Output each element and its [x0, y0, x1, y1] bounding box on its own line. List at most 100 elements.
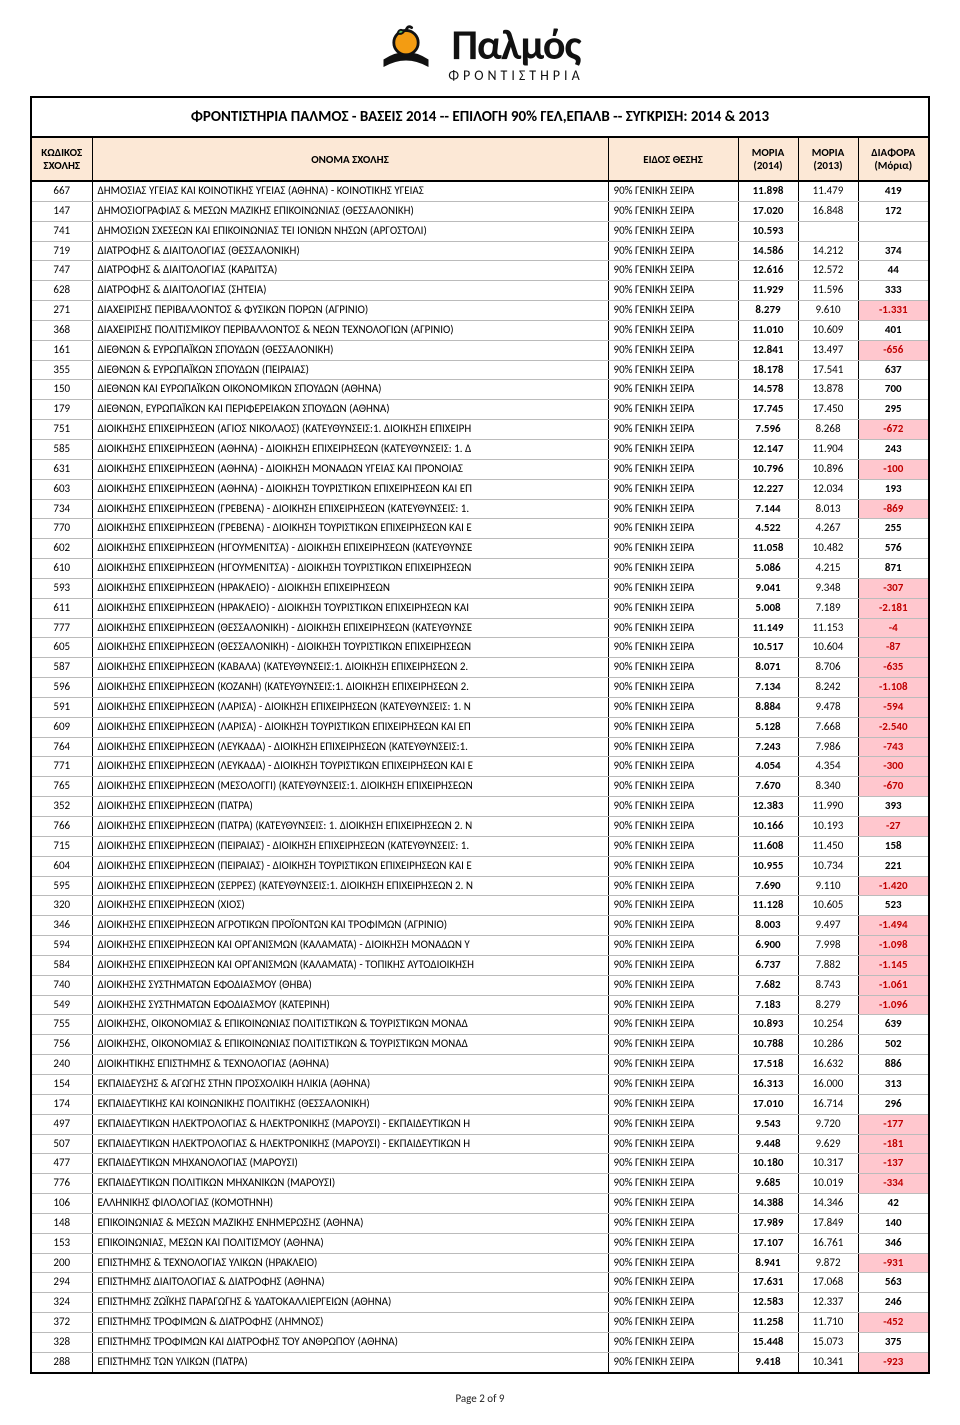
cell-name: ΕΚΠΑΙΔΕΥΤΙΚΩΝ ΠΟΛΙΤΙΚΩΝ ΜΗΧΑΝΙΚΩΝ (ΜΑΡΟΥ…	[92, 1174, 608, 1194]
table-row: 477ΕΚΠΑΙΔΕΥΤΙΚΩΝ ΜΗΧΑΝΟΛΟΓΙΑΣ (ΜΑΡΟΥΣΙ)9…	[32, 1154, 928, 1174]
cell-name: ΕΠΙΣΤΗΜΗΣ ΖΩΪΚΗΣ ΠΑΡΑΓΩΓΗΣ & ΥΔΑΤΟΚΑΛΛΙΕ…	[92, 1293, 608, 1313]
cell-name: ΔΙΕΘΝΩΝ & ΕΥΡΩΠΑΪΚΩΝ ΣΠΟΥΔΩΝ (ΘΕΣΣΑΛΟΝΙΚ…	[92, 340, 608, 360]
cell-type: 90% ΓΕΝΙΚΗ ΣΕΙΡΑ	[608, 181, 738, 201]
cell-code: 603	[32, 479, 92, 499]
cell-code: 507	[32, 1134, 92, 1154]
cell-moria14: 11.898	[738, 181, 798, 201]
cell-code: 497	[32, 1114, 92, 1134]
cell-name: ΔΙΕΘΝΩΝ ΚΑΙ ΕΥΡΩΠΑΪΚΩΝ ΟΙΚΟΝΟΜΙΚΩΝ ΣΠΟΥΔ…	[92, 380, 608, 400]
cell-moria13: 8.743	[798, 975, 858, 995]
cell-moria14: 14.586	[738, 241, 798, 261]
cell-moria13: 9.478	[798, 697, 858, 717]
cell-name: ΕΚΠΑΙΔΕΥΤΙΚΗΣ ΚΑΙ ΚΟΙΝΩΝΙΚΗΣ ΠΟΛΙΤΙΚΗΣ (…	[92, 1094, 608, 1114]
cell-moria14: 8.003	[738, 916, 798, 936]
table-row: 605ΔΙΟΙΚΗΣΗΣ ΕΠΙΧΕΙΡΗΣΕΩΝ (ΘΕΣΣΑΛΟΝΙΚΗ) …	[32, 638, 928, 658]
cell-code: 604	[32, 856, 92, 876]
cell-diff: 576	[858, 539, 928, 559]
table-row: 154ΕΚΠΑΙΔΕΥΣΗΣ & ΑΓΩΓΗΣ ΣΤΗΝ ΠΡΟΣΧΟΛΙΚΗ …	[32, 1074, 928, 1094]
cell-diff: -1.061	[858, 975, 928, 995]
table-row: 765ΔΙΟΙΚΗΣΗΣ ΕΠΙΧΕΙΡΗΣΕΩΝ (ΜΕΣΟΛΟΓΓΙ) (Κ…	[32, 777, 928, 797]
cell-diff: 393	[858, 797, 928, 817]
cell-moria14: 17.107	[738, 1233, 798, 1253]
cell-diff	[858, 221, 928, 241]
cell-type: 90% ΓΕΝΙΚΗ ΣΕΙΡΑ	[608, 598, 738, 618]
cell-moria14: 9.685	[738, 1174, 798, 1194]
cell-moria14: 11.149	[738, 618, 798, 638]
cell-moria14: 17.631	[738, 1273, 798, 1293]
cell-code: 667	[32, 181, 92, 201]
table-body: 667ΔΗΜΟΣΙΑΣ ΥΓΕΙΑΣ ΚΑΙ ΚΟΙΝΟΤΙΚΗΣ ΥΓΕΙΑΣ…	[32, 181, 928, 1372]
cell-type: 90% ΓΕΝΙΚΗ ΣΕΙΡΑ	[608, 1293, 738, 1313]
cell-diff: 639	[858, 1015, 928, 1035]
cell-diff: -1.098	[858, 936, 928, 956]
cell-type: 90% ΓΕΝΙΚΗ ΣΕΙΡΑ	[608, 479, 738, 499]
cell-code: 628	[32, 281, 92, 301]
cell-code: 294	[32, 1273, 92, 1293]
table-row: 200ΕΠΙΣΤΗΜΗΣ & ΤΕΧΝΟΛΟΓΙΑΣ ΥΛΙΚΩΝ (ΗΡΑΚΛ…	[32, 1253, 928, 1273]
table-row: 585ΔΙΟΙΚΗΣΗΣ ΕΠΙΧΕΙΡΗΣΕΩΝ (ΑΘΗΝΑ) - ΔΙΟΙ…	[32, 439, 928, 459]
cell-diff: -4	[858, 618, 928, 638]
cell-code: 740	[32, 975, 92, 995]
cell-moria14: 10.180	[738, 1154, 798, 1174]
cell-diff: -670	[858, 777, 928, 797]
cell-diff: 158	[858, 836, 928, 856]
cell-type: 90% ΓΕΝΙΚΗ ΣΕΙΡΑ	[608, 559, 738, 579]
brand-subtitle: ΦΡΟΝΤΙΣΤΗΡΙΑ	[448, 67, 583, 84]
col-diff: ΔΙΑΦΟΡΑ (Μόρια)	[858, 138, 928, 181]
cell-name: ΔΙΟΙΚΗΣΗΣ ΕΠΙΧΕΙΡΗΣΕΩΝ (ΚΑΒΑΛΑ) (ΚΑΤΕΥΘΥ…	[92, 658, 608, 678]
cell-name: ΔΙΟΙΚΗΣΗΣ ΕΠΙΧΕΙΡΗΣΕΩΝ (ΠΕΙΡΑΙΑΣ) - ΔΙΟΙ…	[92, 836, 608, 856]
cell-diff: -1.331	[858, 301, 928, 321]
cell-diff: 193	[858, 479, 928, 499]
table-row: 609ΔΙΟΙΚΗΣΗΣ ΕΠΙΧΕΙΡΗΣΕΩΝ (ΛΑΡΙΣΑ) - ΔΙΟ…	[32, 717, 928, 737]
cell-moria14: 7.134	[738, 678, 798, 698]
cell-code: 591	[32, 697, 92, 717]
cell-type: 90% ΓΕΝΙΚΗ ΣΕΙΡΑ	[608, 1094, 738, 1114]
cell-type: 90% ΓΕΝΙΚΗ ΣΕΙΡΑ	[608, 817, 738, 837]
cell-code: 154	[32, 1074, 92, 1094]
cell-type: 90% ΓΕΝΙΚΗ ΣΕΙΡΑ	[608, 737, 738, 757]
logo-area: Παλμός ΦΡΟΝΤΙΣΤΗΡΙΑ	[30, 20, 930, 86]
cell-code: 153	[32, 1233, 92, 1253]
cell-moria13: 16.848	[798, 201, 858, 221]
cell-moria14: 8.279	[738, 301, 798, 321]
cell-type: 90% ΓΕΝΙΚΗ ΣΕΙΡΑ	[608, 420, 738, 440]
cell-moria13: 11.479	[798, 181, 858, 201]
cell-moria13: 7.998	[798, 936, 858, 956]
cell-diff: -452	[858, 1313, 928, 1333]
cell-moria14: 12.583	[738, 1293, 798, 1313]
cell-name: ΔΙΑΤΡΟΦΗΣ & ΔΙΑΙΤΟΛΟΓΙΑΣ (ΣΗΤΕΙΑ)	[92, 281, 608, 301]
cell-moria13: 4.267	[798, 519, 858, 539]
cell-moria14: 9.041	[738, 578, 798, 598]
cell-code: 596	[32, 678, 92, 698]
cell-type: 90% ΓΕΝΙΚΗ ΣΕΙΡΑ	[608, 281, 738, 301]
table-row: 603ΔΙΟΙΚΗΣΗΣ ΕΠΙΧΕΙΡΗΣΕΩΝ (ΑΘΗΝΑ) - ΔΙΟΙ…	[32, 479, 928, 499]
cell-code: 584	[32, 955, 92, 975]
table-row: 755ΔΙΟΙΚΗΣΗΣ, ΟΙΚΟΝΟΜΙΑΣ & ΕΠΙΚΟΙΝΩΝΙΑΣ …	[32, 1015, 928, 1035]
table-row: 106ΕΛΛΗΝΙΚΗΣ ΦΙΛΟΛΟΓΙΑΣ (ΚΟΜΟΤΗΝΗ)90% ΓΕ…	[32, 1194, 928, 1214]
table-row: 174ΕΚΠΑΙΔΕΥΤΙΚΗΣ ΚΑΙ ΚΟΙΝΩΝΙΚΗΣ ΠΟΛΙΤΙΚΗ…	[32, 1094, 928, 1114]
cell-name: ΔΙΟΙΚΗΣΗΣ ΕΠΙΧΕΙΡΗΣΕΩΝ (ΜΕΣΟΛΟΓΓΙ) (ΚΑΤΕ…	[92, 777, 608, 797]
table-row: 741ΔΗΜΟΣΙΩΝ ΣΧΕΣΕΩΝ ΚΑΙ ΕΠΙΚΟΙΝΩΝΙΑΣ ΤΕΙ…	[32, 221, 928, 241]
cell-moria13: 4.354	[798, 757, 858, 777]
cell-diff: 221	[858, 856, 928, 876]
cell-name: ΔΙΟΙΚΗΣΗΣ ΕΠΙΧΕΙΡΗΣΕΩΝ (ΘΕΣΣΑΛΟΝΙΚΗ) - Δ…	[92, 638, 608, 658]
cell-type: 90% ΓΕΝΙΚΗ ΣΕΙΡΑ	[608, 1273, 738, 1293]
cell-diff: -177	[858, 1114, 928, 1134]
logo-icon	[376, 22, 436, 82]
cell-diff: 44	[858, 261, 928, 281]
table-row: 153ΕΠΙΚΟΙΝΩΝΙΑΣ, ΜΕΣΩΝ ΚΑΙ ΠΟΛΙΤΙΣΜΟΥ (Α…	[32, 1233, 928, 1253]
cell-type: 90% ΓΕΝΙΚΗ ΣΕΙΡΑ	[608, 955, 738, 975]
table-row: 324ΕΠΙΣΤΗΜΗΣ ΖΩΪΚΗΣ ΠΑΡΑΓΩΓΗΣ & ΥΔΑΤΟΚΑΛ…	[32, 1293, 928, 1313]
cell-name: ΔΙΟΙΚΗΣΗΣ ΕΠΙΧΕΙΡΗΣΕΩΝ ΚΑΙ ΟΡΓΑΝΙΣΜΩΝ (Κ…	[92, 936, 608, 956]
cell-name: ΔΙΟΙΚΗΣΗΣ ΕΠΙΧΕΙΡΗΣΕΩΝ (ΗΓΟΥΜΕΝΙΤΣΑ) - Δ…	[92, 539, 608, 559]
cell-code: 106	[32, 1194, 92, 1214]
cell-type: 90% ΓΕΝΙΚΗ ΣΕΙΡΑ	[608, 1233, 738, 1253]
cell-moria14: 17.989	[738, 1213, 798, 1233]
cell-code: 328	[32, 1332, 92, 1352]
table-row: 777ΔΙΟΙΚΗΣΗΣ ΕΠΙΧΕΙΡΗΣΕΩΝ (ΘΕΣΣΑΛΟΝΙΚΗ) …	[32, 618, 928, 638]
table-row: 161ΔΙΕΘΝΩΝ & ΕΥΡΩΠΑΪΚΩΝ ΣΠΟΥΔΩΝ (ΘΕΣΣΑΛΟ…	[32, 340, 928, 360]
cell-diff: 140	[858, 1213, 928, 1233]
table-row: 611ΔΙΟΙΚΗΣΗΣ ΕΠΙΧΕΙΡΗΣΕΩΝ (ΗΡΑΚΛΕΙΟ) - Δ…	[32, 598, 928, 618]
cell-moria13: 10.317	[798, 1154, 858, 1174]
cell-moria14: 4.054	[738, 757, 798, 777]
